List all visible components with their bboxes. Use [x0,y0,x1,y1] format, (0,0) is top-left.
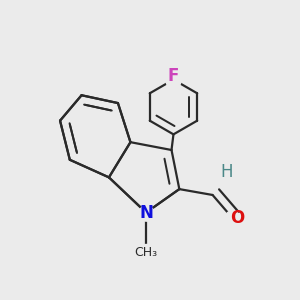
Text: H: H [220,163,233,181]
Text: O: O [230,209,244,227]
Text: N: N [139,204,153,222]
Text: F: F [168,67,179,85]
Text: CH₃: CH₃ [134,246,158,260]
